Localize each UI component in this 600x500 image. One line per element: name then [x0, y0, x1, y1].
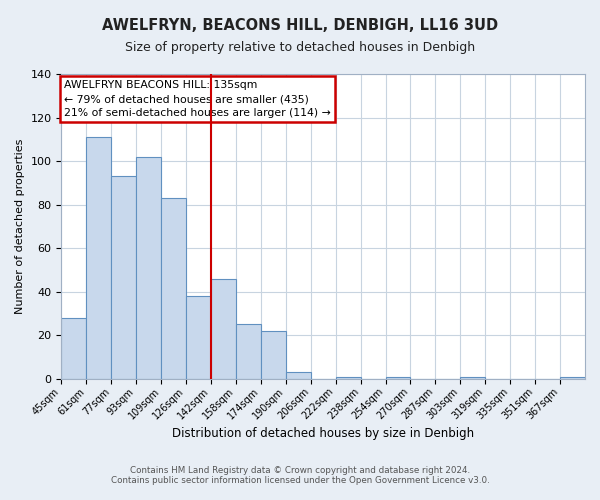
- Bar: [161, 198, 186, 379]
- Bar: [286, 372, 311, 379]
- Text: Size of property relative to detached houses in Denbigh: Size of property relative to detached ho…: [125, 41, 475, 54]
- Bar: [136, 156, 161, 379]
- Text: Contains public sector information licensed under the Open Government Licence v3: Contains public sector information licen…: [110, 476, 490, 485]
- Bar: [261, 331, 286, 379]
- Bar: [86, 137, 111, 379]
- Bar: [236, 324, 261, 379]
- Bar: [335, 376, 361, 379]
- Bar: [186, 296, 211, 379]
- Bar: [211, 278, 236, 379]
- Text: AWELFRYN, BEACONS HILL, DENBIGH, LL16 3UD: AWELFRYN, BEACONS HILL, DENBIGH, LL16 3U…: [102, 18, 498, 32]
- Bar: [111, 176, 136, 379]
- Y-axis label: Number of detached properties: Number of detached properties: [15, 138, 25, 314]
- X-axis label: Distribution of detached houses by size in Denbigh: Distribution of detached houses by size …: [172, 427, 474, 440]
- Bar: [460, 376, 485, 379]
- Text: AWELFRYN BEACONS HILL: 135sqm
← 79% of detached houses are smaller (435)
21% of : AWELFRYN BEACONS HILL: 135sqm ← 79% of d…: [64, 80, 331, 118]
- Text: Contains HM Land Registry data © Crown copyright and database right 2024.: Contains HM Land Registry data © Crown c…: [130, 466, 470, 475]
- Bar: [386, 376, 410, 379]
- Bar: [560, 376, 585, 379]
- Bar: [61, 318, 86, 379]
